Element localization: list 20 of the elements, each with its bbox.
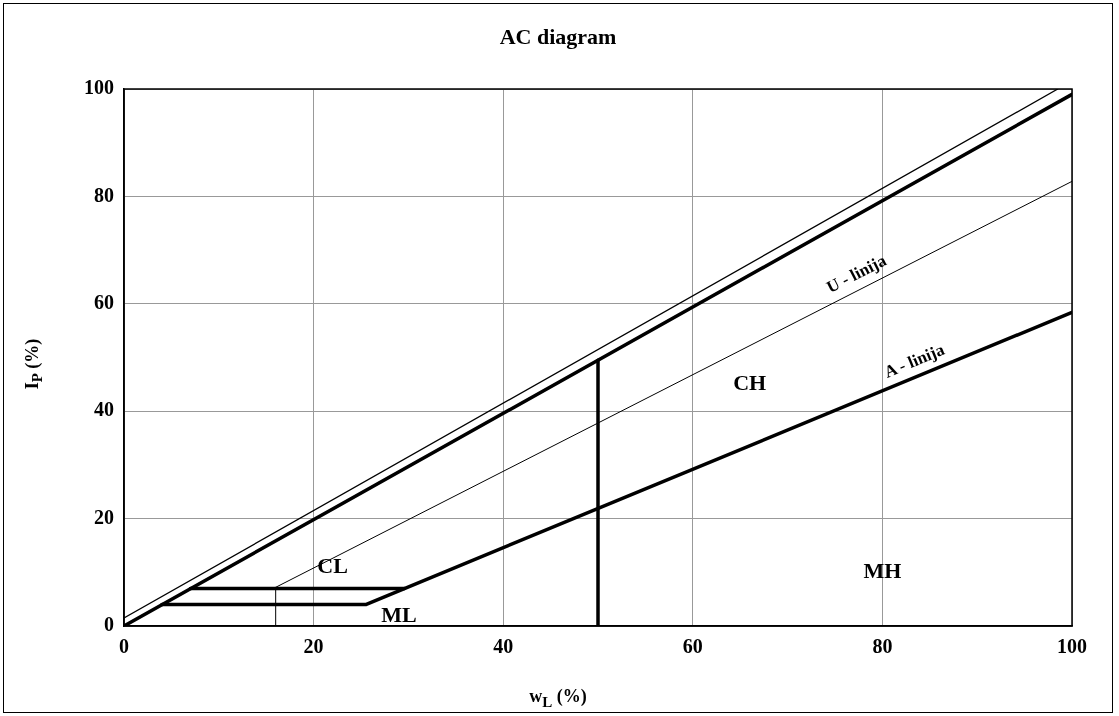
x-tick-label: 100 <box>1057 635 1087 658</box>
y-tick-label: 40 <box>94 398 114 421</box>
annotation: MH <box>863 557 902 583</box>
annotation: U - linija <box>823 250 890 297</box>
y-tick-label: 80 <box>94 183 114 206</box>
y-tick-label: 20 <box>94 505 114 528</box>
x-axis-title: w$_{L}$ (%) <box>528 686 588 711</box>
annotation: CH <box>733 370 767 396</box>
annotation: CL <box>317 552 348 578</box>
x-tick-label: 40 <box>493 635 514 658</box>
y-tick-label: 60 <box>94 290 114 313</box>
annotation: ML <box>381 602 417 628</box>
y-tick-label: 100 <box>84 76 114 99</box>
x-tick-label: 60 <box>682 635 703 658</box>
annotation: A - linija <box>881 339 948 382</box>
y-tick-label: 0 <box>104 613 114 636</box>
x-tick-label: 0 <box>119 635 129 658</box>
x-tick-label: 20 <box>303 635 324 658</box>
x-tick-label: 80 <box>872 635 893 658</box>
chart-title: AC diagram <box>498 24 618 50</box>
